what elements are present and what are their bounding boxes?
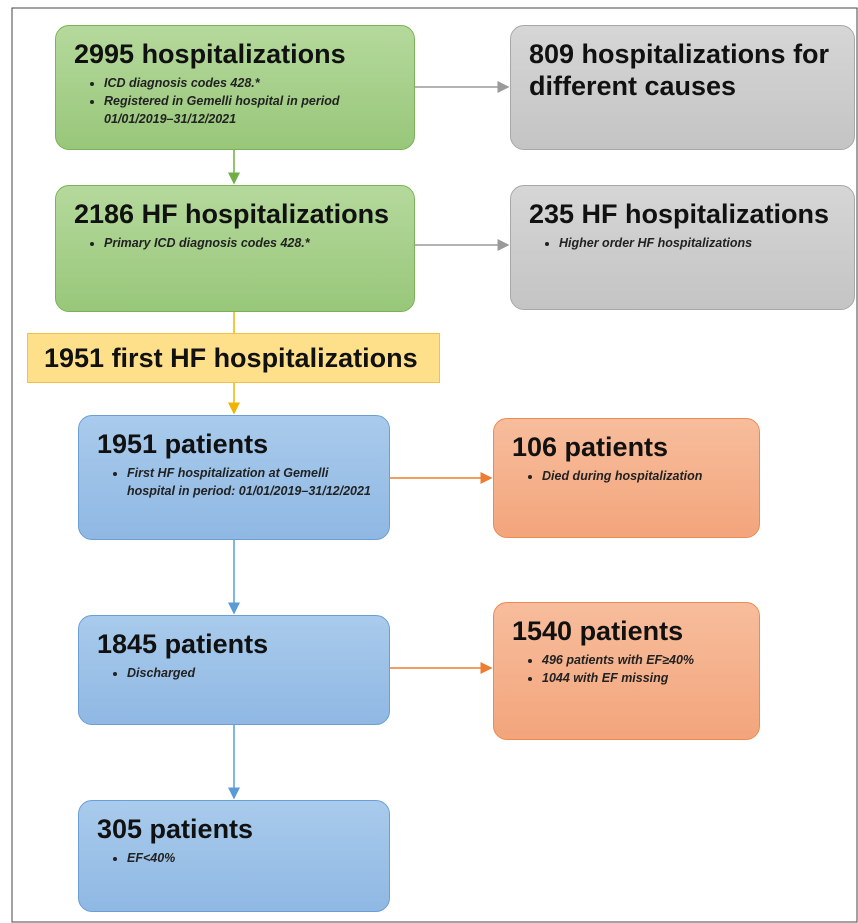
bullet: 496 patients with EF≥40%	[542, 651, 745, 669]
bullet-list: Died during hospitalization	[512, 467, 745, 485]
node-title: 2186 HF hospitalizations	[74, 199, 390, 229]
bullet-list: Discharged	[97, 664, 375, 682]
node: 106 patients Died during hospitalization	[493, 418, 760, 538]
bullet-list: First HF hospitalization at Gemelli hosp…	[97, 464, 375, 500]
frame	[11, 7, 858, 923]
bullet: Discharged	[127, 664, 375, 682]
node: 1845 patients Discharged	[78, 615, 390, 725]
bullet: First HF hospitalization at Gemelli hosp…	[127, 464, 375, 500]
node-title: 106 patients	[512, 432, 669, 462]
node-title: 235 HF hospitalizations	[529, 199, 830, 229]
bullet: Primary ICD diagnosis codes 428.*	[104, 234, 400, 252]
node: 2186 HF hospitalizations Primary ICD diag…	[55, 185, 415, 312]
bullet-list: Primary ICD diagnosis codes 428.*	[74, 234, 400, 252]
node-title: 1540 patients	[512, 616, 684, 646]
node-title: 1951 patients	[97, 429, 269, 459]
bullet: Registered in Gemelli hospital in period…	[104, 92, 400, 128]
bullet-list: Higher order HF hospitalizations	[529, 234, 840, 252]
bullet: ICD diagnosis codes 428.*	[104, 74, 400, 92]
bullet-list: 496 patients with EF≥40%1044 with EF mis…	[512, 651, 745, 687]
node-title: 809 hospitalizations for different cause…	[529, 39, 830, 101]
bullet: Higher order HF hospitalizations	[559, 234, 840, 252]
node: 809 hospitalizations for different cause…	[510, 25, 855, 150]
node-title: 1951 first HF hospitalizations	[44, 343, 418, 373]
bullet: EF<40%	[127, 849, 375, 867]
node-title: 305 patients	[97, 814, 254, 844]
node: 305 patients EF<40%	[78, 800, 390, 912]
node: 1540 patients 496 patients with EF≥40%104…	[493, 602, 760, 740]
node: 2995 hospitalizations ICD diagnosis codes…	[55, 25, 415, 150]
bullet-list: ICD diagnosis codes 428.*Registered in G…	[74, 74, 400, 128]
bullet-list: EF<40%	[97, 849, 375, 867]
node: 1951 patients First HF hospitalization at…	[78, 415, 390, 540]
node-title: 1845 patients	[97, 629, 269, 659]
bullet: 1044 with EF missing	[542, 669, 745, 687]
node: 235 HF hospitalizations Higher order HF h…	[510, 185, 855, 310]
node: 1951 first HF hospitalizations	[27, 333, 440, 383]
bullet: Died during hospitalization	[542, 467, 745, 485]
node-title: 2995 hospitalizations	[74, 39, 346, 69]
